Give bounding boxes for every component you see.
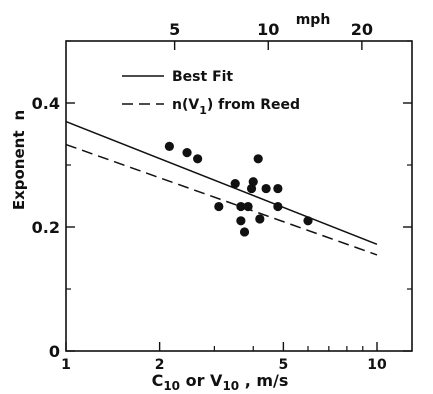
reed-line [65, 143, 378, 256]
best-fit-line [65, 120, 378, 246]
y-tick-label: 0.2 [32, 218, 60, 237]
data-point [214, 201, 224, 212]
top-axis-ticks: 5 10 20 [169, 20, 373, 50]
data-point [236, 216, 246, 226]
fit-lines [65, 120, 378, 256]
x-tick-label: 5 [279, 357, 289, 373]
data-point [236, 201, 246, 212]
legend: Best Fit n(V1) from Reed [122, 69, 300, 117]
data-point [248, 177, 258, 187]
top-tick-label: 10 [257, 20, 279, 39]
y-tick-label: 0.4 [32, 94, 60, 113]
x-axis-ticks: 1 2 5 10 [61, 342, 387, 373]
legend-label-best-fit: Best Fit [172, 69, 233, 85]
top-tick-label: 5 [169, 20, 180, 39]
y-tick-label: 0 [49, 342, 60, 361]
x-axis-title: C10 or V10 , m/s [152, 371, 289, 393]
plot-frame [65, 40, 413, 352]
data-point [239, 227, 250, 237]
data-point [230, 179, 240, 189]
y-axis-ticks: 0 0.2 0.4 [32, 40, 412, 361]
data-point [182, 148, 192, 158]
data-point [261, 183, 271, 194]
data-point [193, 154, 203, 164]
data-point [255, 214, 265, 224]
data-point [243, 201, 253, 212]
data-point [273, 201, 283, 212]
data-points [164, 141, 313, 237]
data-point [273, 183, 283, 194]
x-tick-label: 2 [155, 357, 165, 373]
top-tick-label: 20 [351, 20, 373, 39]
y-axis-title: Exponentn [10, 110, 28, 210]
x-tick-label: 10 [367, 357, 387, 373]
data-point [303, 216, 313, 226]
top-axis-label: mph [296, 12, 331, 28]
legend-label-reed: n(V1) from Reed [172, 97, 300, 117]
x-tick-label: 1 [61, 357, 71, 373]
data-point [164, 141, 174, 151]
data-point [253, 154, 263, 164]
